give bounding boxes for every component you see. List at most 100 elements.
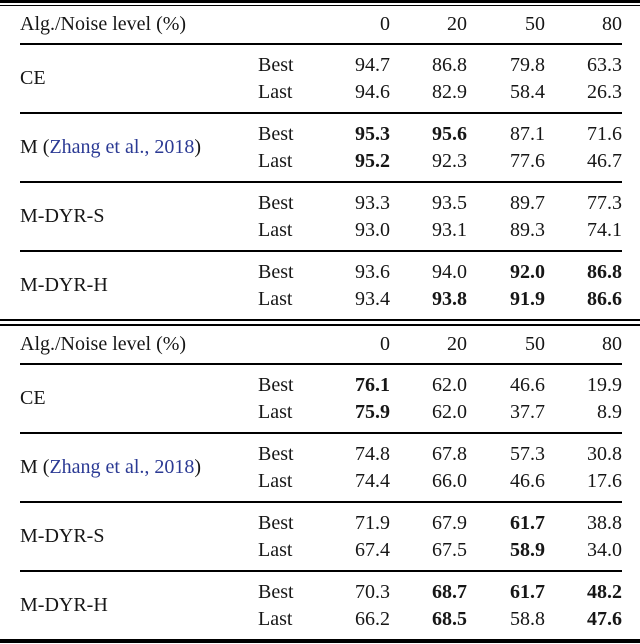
value-cell: 94.6 bbox=[355, 80, 390, 103]
value-cell: 87.1 bbox=[510, 122, 545, 145]
value-cell: 74.1 bbox=[587, 218, 622, 241]
group-rule bbox=[20, 250, 622, 252]
value-cell: 71.6 bbox=[587, 122, 622, 145]
value-cell: 19.9 bbox=[587, 373, 622, 396]
table-group-mixup: M (Zhang et al., 2018) Best 74.8 67.8 57… bbox=[20, 434, 622, 501]
value-cell: 79.8 bbox=[510, 53, 545, 76]
value-cell: 34.0 bbox=[587, 538, 622, 561]
row-label-last: Last bbox=[258, 287, 293, 310]
table1-header-row: Alg./Noise level (%) 0 20 50 80 bbox=[20, 6, 622, 43]
row-label-last: Last bbox=[258, 218, 293, 241]
algorithm-name: M (Zhang et al., 2018) bbox=[20, 136, 258, 159]
row-label-best: Best bbox=[258, 53, 294, 76]
value-cell: 67.9 bbox=[432, 511, 467, 534]
header-col-20: 20 bbox=[447, 333, 467, 355]
algorithm-name: M-DYR-H bbox=[20, 594, 108, 616]
value-cell: 75.9 bbox=[355, 400, 390, 423]
row-label-best: Best bbox=[258, 511, 294, 534]
header-col-0: 0 bbox=[380, 333, 390, 355]
value-cell: 66.2 bbox=[355, 607, 390, 630]
algorithm-name: M-DYR-H bbox=[20, 274, 108, 296]
value-cell: 58.9 bbox=[510, 538, 545, 561]
value-cell: 68.7 bbox=[432, 580, 467, 603]
algorithm-name-prefix: M ( bbox=[20, 456, 50, 478]
value-cell: 63.3 bbox=[587, 53, 622, 76]
value-cell: 38.8 bbox=[587, 511, 622, 534]
table-group-mdyrh: M-DYR-H Best 93.6 94.0 92.0 86.8 Last 93… bbox=[20, 252, 622, 319]
value-cell: 93.8 bbox=[432, 287, 467, 310]
value-cell: 47.6 bbox=[587, 607, 622, 630]
value-cell: 30.8 bbox=[587, 442, 622, 465]
algorithm-name: CE bbox=[20, 387, 46, 409]
value-cell: 82.9 bbox=[432, 80, 467, 103]
value-cell: 57.3 bbox=[510, 442, 545, 465]
value-cell: 67.8 bbox=[432, 442, 467, 465]
value-cell: 92.3 bbox=[432, 149, 467, 172]
row-label-last: Last bbox=[258, 469, 293, 492]
value-cell: 95.6 bbox=[432, 122, 467, 145]
group-rule bbox=[20, 432, 622, 434]
header-label: Alg./Noise level (%) bbox=[20, 13, 187, 35]
row-label-last: Last bbox=[258, 149, 293, 172]
row-label-last: Last bbox=[258, 80, 293, 103]
value-cell: 95.2 bbox=[355, 149, 390, 172]
table2-header-row: Alg./Noise level (%) 0 20 50 80 bbox=[20, 326, 622, 363]
table-group-mixup: M (Zhang et al., 2018) Best 95.3 95.6 87… bbox=[20, 114, 622, 181]
header-col-80: 80 bbox=[602, 13, 622, 35]
row-label-best: Best bbox=[258, 122, 294, 145]
header-rule bbox=[20, 43, 622, 45]
table-group-mdyrs: M-DYR-S Best 93.3 93.5 89.7 77.3 Last 93… bbox=[20, 183, 622, 250]
table-group-ce: CE Best 76.1 62.0 46.6 19.9 Last 75.9 62… bbox=[20, 365, 622, 432]
algorithm-name: M-DYR-S bbox=[20, 525, 105, 547]
value-cell: 58.8 bbox=[510, 607, 545, 630]
table-group-ce: CE Best 94.7 86.8 79.8 63.3 Last 94.6 82… bbox=[20, 45, 622, 112]
value-cell: 71.9 bbox=[355, 511, 390, 534]
value-cell: 91.9 bbox=[510, 287, 545, 310]
row-label-last: Last bbox=[258, 400, 293, 423]
value-cell: 94.0 bbox=[432, 260, 467, 283]
value-cell: 86.6 bbox=[587, 287, 622, 310]
row-label-best: Best bbox=[258, 191, 294, 214]
value-cell: 93.0 bbox=[355, 218, 390, 241]
group-rule bbox=[20, 570, 622, 572]
value-cell: 86.8 bbox=[587, 260, 622, 283]
value-cell: 61.7 bbox=[510, 580, 545, 603]
header-label: Alg./Noise level (%) bbox=[20, 333, 187, 355]
value-cell: 62.0 bbox=[432, 400, 467, 423]
algorithm-name-suffix: ) bbox=[194, 456, 202, 478]
header-col-50: 50 bbox=[525, 13, 545, 35]
algorithm-name: CE bbox=[20, 67, 46, 89]
value-cell: 8.9 bbox=[597, 400, 622, 423]
row-label-best: Best bbox=[258, 580, 294, 603]
value-cell: 77.6 bbox=[510, 149, 545, 172]
row-label-last: Last bbox=[258, 538, 293, 561]
value-cell: 74.4 bbox=[355, 469, 390, 492]
header-col-0: 0 bbox=[380, 13, 390, 35]
row-label-best: Best bbox=[258, 260, 294, 283]
group-rule bbox=[20, 501, 622, 503]
citation-link[interactable]: Zhang et al., 2018 bbox=[49, 456, 195, 478]
header-col-80: 80 bbox=[602, 333, 622, 355]
algorithm-name-suffix: ) bbox=[194, 136, 202, 158]
header-rule bbox=[20, 363, 622, 365]
value-cell: 61.7 bbox=[510, 511, 545, 534]
value-cell: 48.2 bbox=[587, 580, 622, 603]
value-cell: 26.3 bbox=[587, 80, 622, 103]
value-cell: 94.7 bbox=[355, 53, 390, 76]
value-cell: 93.4 bbox=[355, 287, 390, 310]
value-cell: 17.6 bbox=[587, 469, 622, 492]
value-cell: 68.5 bbox=[432, 607, 467, 630]
value-cell: 46.6 bbox=[510, 469, 545, 492]
citation-link[interactable]: Zhang et al., 2018 bbox=[49, 136, 195, 158]
value-cell: 77.3 bbox=[587, 191, 622, 214]
top-double-rule bbox=[0, 0, 640, 6]
algorithm-name: M (Zhang et al., 2018) bbox=[20, 456, 258, 479]
value-cell: 93.1 bbox=[432, 218, 467, 241]
table-group-mdyrs: M-DYR-S Best 71.9 67.9 61.7 38.8 Last 67… bbox=[20, 503, 622, 570]
value-cell: 93.5 bbox=[432, 191, 467, 214]
value-cell: 70.3 bbox=[355, 580, 390, 603]
row-label-best: Best bbox=[258, 442, 294, 465]
row-label-best: Best bbox=[258, 373, 294, 396]
value-cell: 46.6 bbox=[510, 373, 545, 396]
